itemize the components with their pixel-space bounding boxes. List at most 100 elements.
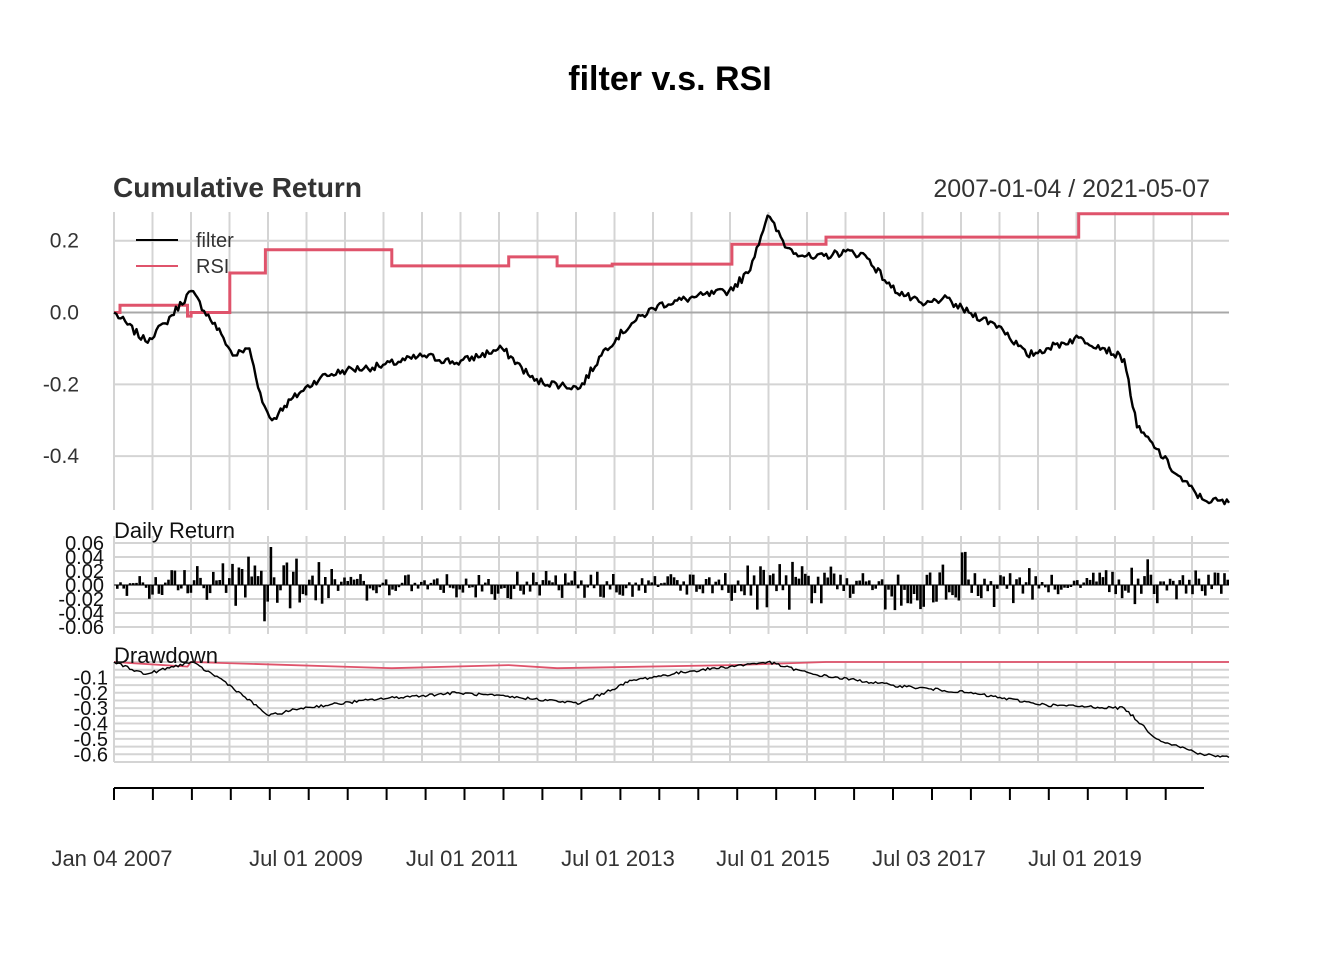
panel-title-cumulative-return: Cumulative Return [113,172,362,203]
drawdown-series [113,660,1230,759]
daily-return-bar [1002,576,1005,585]
daily-return-bar [436,578,439,585]
daily-return-bar [1063,585,1066,588]
daily-return-bar [1008,573,1012,585]
daily-return-bar [682,581,685,585]
daily-return-bar [304,585,308,596]
daily-return-bar [218,580,221,585]
daily-return-bar [458,585,461,590]
daily-return-bar [461,585,465,593]
daily-return-bar [804,573,807,585]
y-tick-label: -0.04 [58,603,104,625]
daily-return-bar [324,577,327,585]
daily-return-bar [580,580,583,585]
daily-return-bar [791,561,794,585]
daily-return-bar [311,575,314,585]
daily-return-bar [1037,585,1041,589]
daily-return-panel: 0.060.040.020.00-0.02-0.04-0.06 Daily Re… [58,518,1229,639]
daily-return-bar [522,585,525,595]
daily-return-bar [1082,582,1085,585]
daily-return-bar [720,585,724,591]
daily-return-bar [1050,574,1053,585]
cumulative-return-y-ticks: 0.2 0.0 -0.2 -0.4 [43,230,80,468]
daily-return-bar [1133,585,1137,605]
daily-return-bar [935,585,938,602]
daily-return-bar [276,585,279,603]
daily-return-bar [250,576,253,585]
y-tick-label: 0.0 [50,302,79,325]
daily-return-bar [266,585,269,602]
daily-return-bar [1136,578,1140,585]
daily-return-bar [938,572,941,585]
daily-return-bar [423,580,426,585]
daily-return-bar [1114,585,1117,595]
daily-return-bar [1168,578,1172,585]
daily-return-bar [714,581,717,585]
daily-return-bar [138,576,141,585]
y-tick-label: 0.02 [65,561,104,583]
daily-return-bar [752,575,756,585]
daily-return-bar [394,585,397,591]
daily-return-bar [711,585,714,594]
daily-return-bar [781,585,785,591]
daily-return-bar [384,579,388,585]
daily-return-bar [375,585,378,594]
daily-return-bar [1076,580,1079,585]
daily-return-bar [416,585,420,589]
daily-return-bar [192,580,196,585]
daily-return-bar [474,585,477,598]
daily-return-bar [279,585,282,591]
daily-return-bar [973,573,977,585]
daily-return-bar [346,581,349,585]
x-tick-label: Jul 01 2011 [406,846,518,871]
daily-return-bar [848,585,852,598]
daily-return-bar [368,585,372,589]
daily-return-bar [1088,579,1092,585]
daily-return-bar [176,585,180,591]
daily-return-bar [189,585,193,593]
daily-return-bar [388,585,391,596]
daily-return-bar [557,585,561,591]
daily-return-bar [1194,570,1197,585]
daily-return-bar [1162,581,1165,585]
date-range-label: 2007-01-04 / 2021-05-07 [933,175,1210,203]
daily-return-bar [928,572,932,585]
daily-return-bar [256,576,260,585]
y-tick-label: 0.04 [65,547,104,569]
daily-return-bar [1191,585,1194,595]
daily-return-bar [1172,580,1175,585]
daily-return-bar [839,574,842,585]
legend-label-filter: filter [196,230,234,252]
x-tick-label: Jul 01 2015 [716,846,830,871]
daily-return-bar [1012,585,1015,604]
daily-return-bar [509,585,513,600]
y-tick-label: -0.02 [58,589,104,611]
daily-return-bar [656,585,660,587]
daily-return-bar [272,577,276,585]
daily-return-bar [989,581,993,585]
daily-return-bar [148,585,151,599]
daily-return-bar [992,585,996,607]
daily-return-bar [900,585,903,606]
panel-title-drawdown: Drawdown [114,643,218,668]
daily-return-bar [960,552,964,585]
daily-return-bar [1098,572,1101,585]
daily-return-bar [688,574,692,585]
daily-return-bar [231,563,234,585]
daily-return-bar [541,580,545,585]
x-tick-label: Jul 01 2013 [561,846,675,871]
daily-return-bar [599,585,602,597]
daily-return-bar [874,585,877,589]
daily-return-bar [420,581,423,585]
daily-return-bar [391,585,394,590]
daily-return-bar [125,585,129,596]
daily-return-bar [797,578,801,585]
daily-return-bar [170,570,173,585]
daily-return-bar [160,585,164,595]
y-tick-label: 0.00 [65,575,104,597]
daily-return-bar [826,577,829,585]
legend-label-rsi: RSI [196,256,229,278]
cumulative-return-panel: Cumulative Return 2007-01-04 / 2021-05-0… [43,172,1230,510]
daily-return-bar [173,570,177,585]
daily-return-bar [285,562,289,585]
